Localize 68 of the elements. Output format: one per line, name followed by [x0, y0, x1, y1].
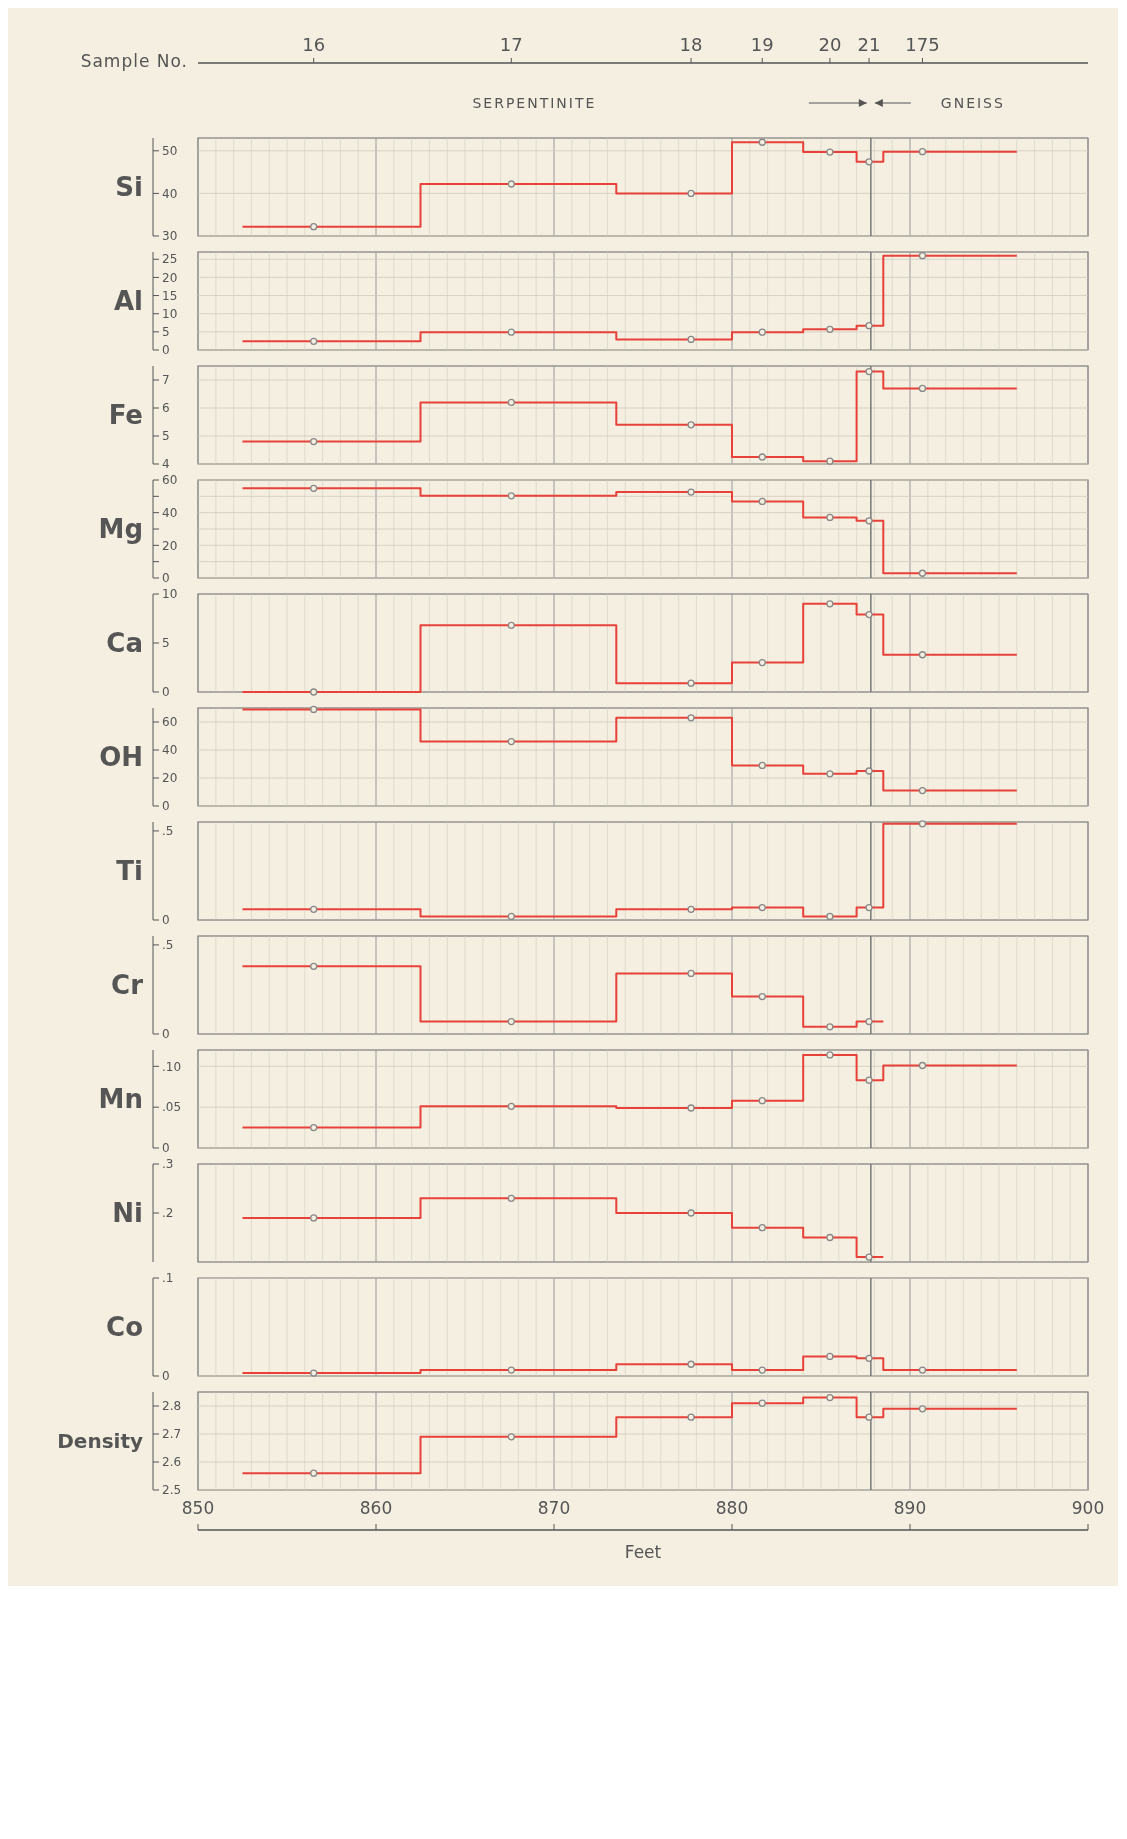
x-tick-label: 890	[893, 1498, 927, 1518]
x-axis-title: Feet	[624, 1542, 662, 1562]
y-axis-title: Density	[57, 1429, 143, 1453]
y-tick-label: 40	[162, 743, 178, 758]
y-axis-title: Fe	[108, 400, 143, 431]
annotation: 19	[750, 34, 774, 55]
x-tick-label: 900	[1071, 1498, 1105, 1518]
y-axis-title: Co	[106, 1312, 143, 1343]
x-tick-label: 850	[181, 1498, 215, 1518]
annotation: 21	[857, 34, 881, 55]
y-tick-label: 60	[162, 715, 178, 730]
y-tick-label: 2.6	[162, 1455, 182, 1470]
y-tick-label: 0	[162, 1027, 170, 1042]
y-tick-label: 15	[162, 288, 178, 303]
y-axis-title: Ti	[116, 856, 143, 887]
y-tick-label: 20	[162, 270, 178, 285]
y-tick-label: 2.7	[162, 1427, 182, 1442]
y-tick-label: .05	[162, 1100, 182, 1115]
y-tick-label: 5	[162, 429, 170, 444]
y-tick-label: 0	[162, 913, 170, 928]
y-axis-title: Mg	[98, 514, 143, 545]
y-axis-title: Si	[115, 172, 143, 203]
y-tick-label: 0	[162, 685, 170, 700]
y-tick-label: 20	[162, 538, 178, 553]
text: SERPENTINITE	[472, 95, 597, 111]
y-tick-label: 0	[162, 343, 170, 358]
y-tick-label: 2.8	[162, 1399, 182, 1414]
y-axis-title: Al	[113, 286, 143, 317]
y-tick-label: 25	[162, 252, 178, 267]
annotation: 18	[679, 34, 703, 55]
y-tick-label: 0	[162, 799, 170, 814]
x-tick-label: 870	[537, 1498, 571, 1518]
y-axis-title: Ni	[112, 1198, 143, 1229]
y-tick-label: 2.5	[162, 1483, 182, 1498]
y-tick-label: 6	[162, 401, 170, 416]
y-tick-label: .1	[162, 1271, 174, 1286]
y-tick-label: 5	[162, 636, 170, 651]
y-axis-title: OH	[99, 742, 143, 773]
text: GNEISS	[940, 95, 1005, 111]
y-tick-label: 60	[162, 473, 178, 488]
y-tick-label: .3	[162, 1157, 174, 1172]
y-tick-label: .5	[162, 938, 174, 953]
x-tick-label: 860	[359, 1498, 393, 1518]
annotation: 17	[499, 34, 523, 55]
annotation: 20	[818, 34, 842, 55]
y-tick-label: .10	[162, 1059, 182, 1074]
y-tick-label: 5	[162, 325, 170, 340]
y-tick-label: 4	[162, 457, 170, 472]
y-axis-title: Ca	[106, 628, 143, 659]
y-tick-label: 7	[162, 373, 170, 388]
x2-axis-title: Sample No.	[80, 51, 188, 71]
y-axis-title: Mn	[98, 1084, 143, 1115]
y-tick-label: 0	[162, 1369, 170, 1384]
annotation: 16	[302, 34, 326, 55]
y-tick-label: 50	[162, 143, 178, 158]
y-tick-label: 30	[162, 229, 178, 244]
y-tick-label: 10	[162, 587, 178, 602]
y-tick-label: 0	[162, 1141, 170, 1156]
y-tick-label: .5	[162, 824, 174, 839]
x-tick-label: 880	[715, 1498, 749, 1518]
y-tick-label: 40	[162, 505, 178, 520]
y-tick-label: 40	[162, 186, 178, 201]
y-tick-label: 10	[162, 306, 178, 321]
y-tick-label: 20	[162, 771, 178, 786]
annotation: 175	[905, 34, 940, 55]
y-tick-label: 0	[162, 571, 170, 586]
y-axis-title: Cr	[111, 970, 144, 1001]
y-tick-label: .2	[162, 1206, 174, 1221]
